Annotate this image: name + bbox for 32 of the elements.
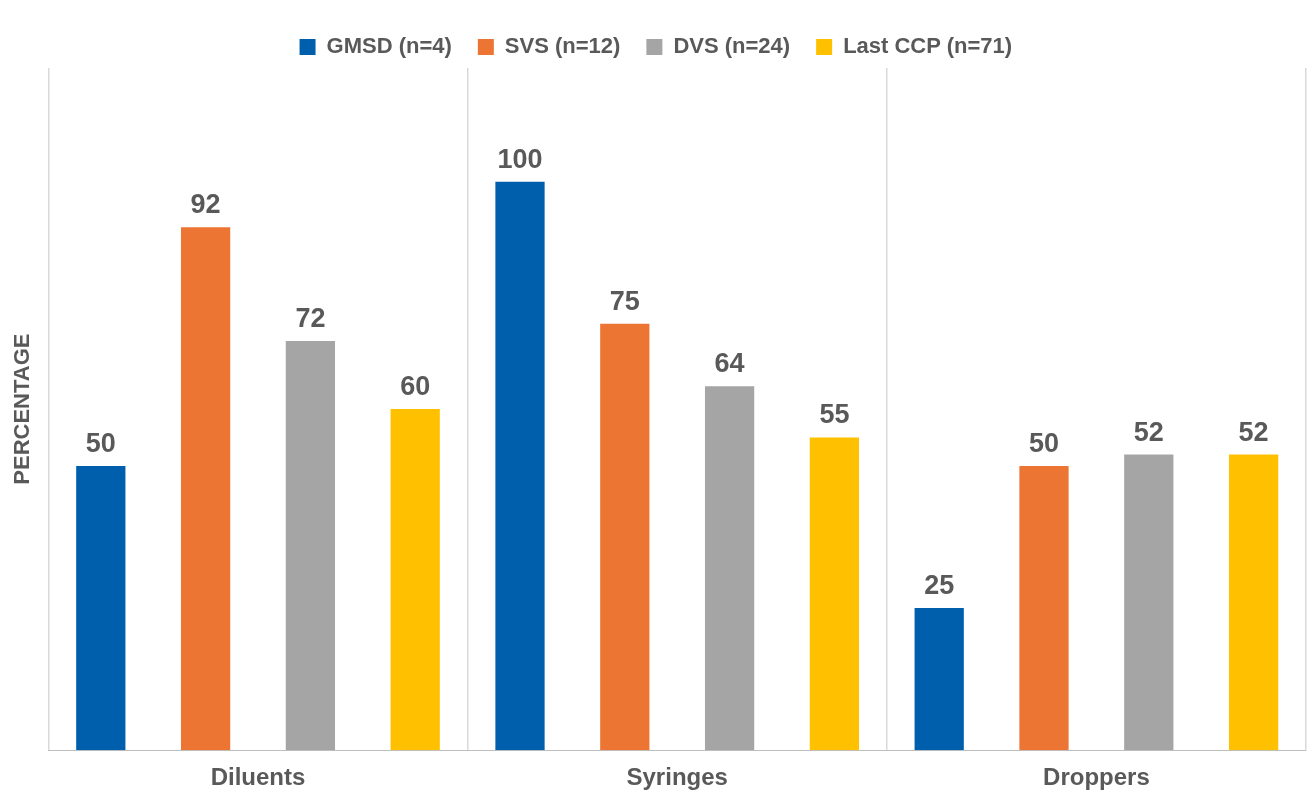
data-label: 92 [190, 189, 221, 220]
bar [285, 340, 336, 751]
data-label: 50 [1028, 427, 1060, 458]
x-tick-label: Syringes [626, 763, 728, 791]
legend-label: Last CCP (n=71) [843, 33, 1013, 59]
data-label: 55 [819, 399, 850, 430]
y-axis-title: PERCENTAGE [9, 333, 35, 485]
x-tick-label: Diluents [210, 763, 306, 791]
bar [76, 465, 126, 751]
x-tick-label: Droppers [1043, 763, 1150, 791]
bar [704, 386, 755, 751]
bar [390, 409, 440, 751]
data-label: 25 [924, 570, 955, 601]
data-label: 52 [1238, 416, 1269, 447]
data-label: 100 [497, 143, 543, 174]
bar [914, 608, 964, 751]
bar [1124, 454, 1174, 751]
bar [600, 323, 650, 751]
data-label: 60 [400, 371, 431, 402]
bar [1019, 465, 1069, 751]
bar [1228, 454, 1279, 751]
data-label: 52 [1133, 416, 1164, 447]
data-label: 50 [85, 427, 116, 458]
data-label: 75 [609, 285, 640, 316]
bar [495, 181, 545, 751]
legend-label: DVS (n=24) [673, 33, 791, 59]
data-label: 72 [295, 302, 326, 333]
bar [809, 437, 860, 751]
data-label: 64 [714, 348, 745, 379]
legend-label: GMSD (n=4) [326, 33, 452, 59]
legend-label: SVS (n=12) [504, 33, 621, 59]
bar [180, 227, 231, 751]
